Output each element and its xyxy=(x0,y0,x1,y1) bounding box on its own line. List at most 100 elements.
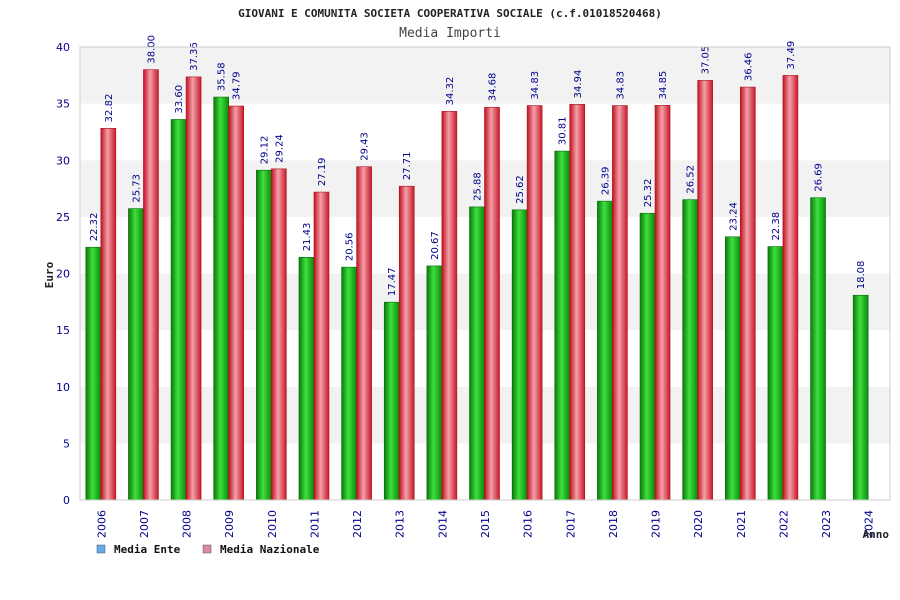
data-label: 27.19 xyxy=(317,157,328,186)
y-tick-label: 5 xyxy=(63,437,70,450)
y-tick-label: 0 xyxy=(63,494,70,507)
legend-label-media-nazionale: Media Nazionale xyxy=(220,543,320,556)
y-axis-title: Euro xyxy=(43,261,56,288)
bar-media-ente xyxy=(128,208,144,501)
x-tick-label: 2016 xyxy=(522,510,535,538)
bars xyxy=(85,69,869,501)
y-tick-label: 15 xyxy=(56,324,70,337)
bar-media-ente xyxy=(767,246,784,501)
x-tick-label: 2011 xyxy=(308,510,321,538)
plot-frame xyxy=(79,46,891,501)
data-label: 34.83 xyxy=(615,71,626,100)
bar-media-ente xyxy=(383,301,400,501)
data-label: 34.94 xyxy=(573,70,584,99)
bar-media-ente xyxy=(426,265,443,501)
data-label: 34.79 xyxy=(232,71,243,100)
y-tick-label: 35 xyxy=(56,98,70,111)
grid-band xyxy=(80,47,890,104)
bar-media-nazionale xyxy=(782,75,799,501)
data-label: 25.62 xyxy=(515,175,526,204)
data-labels: 22.32 25.73 33.60 35.58 29.12 21.43 20.56 17.47… xyxy=(89,35,867,296)
y-axis-ticks: 0 5 10 15 20 25 30 35 40 xyxy=(56,41,70,507)
data-label: 35.58 xyxy=(217,62,228,91)
bar-media-ente xyxy=(170,119,187,501)
x-tick-label: 2007 xyxy=(138,510,151,538)
bar-media-nazionale xyxy=(185,76,202,501)
bar-media-nazionale xyxy=(228,105,245,501)
bar-media-nazionale xyxy=(441,111,458,501)
bar-media-ente xyxy=(639,212,656,501)
data-label: 25.73 xyxy=(131,174,142,203)
y-tick-label: 10 xyxy=(56,381,70,394)
data-label: 37.05 xyxy=(701,46,712,75)
data-label: 36.46 xyxy=(743,52,754,81)
bar-media-ente xyxy=(682,199,698,501)
data-label: 26.39 xyxy=(600,166,611,195)
bar-media-nazionale xyxy=(313,191,330,501)
bar-media-nazionale xyxy=(697,80,713,501)
data-label: 23.24 xyxy=(728,202,739,231)
bar-media-ente xyxy=(298,257,315,501)
bar-media-nazionale xyxy=(356,166,372,501)
data-label: 37.36 xyxy=(189,42,200,71)
bar-media-nazionale xyxy=(526,105,543,501)
data-label: 17.47 xyxy=(387,268,398,297)
bar-media-nazionale xyxy=(100,128,117,501)
data-label: 38.00 xyxy=(146,35,157,64)
x-tick-label: 2009 xyxy=(223,510,236,538)
x-tick-label: 2014 xyxy=(436,510,449,538)
x-tick-label: 2018 xyxy=(607,510,620,538)
data-label: 29.24 xyxy=(274,134,285,163)
bar-media-nazionale xyxy=(739,86,756,501)
bar-media-nazionale xyxy=(271,168,287,501)
bar-media-ente xyxy=(256,169,272,501)
data-label: 26.69 xyxy=(814,163,825,192)
bar-media-ente xyxy=(85,246,102,501)
bar-media-ente xyxy=(511,209,528,501)
data-label: 34.83 xyxy=(530,71,541,100)
bar-media-nazionale xyxy=(612,105,628,501)
chart-subtitle: Media Importi xyxy=(399,26,501,41)
bar-media-ente xyxy=(341,266,357,501)
legend-swatch-media-ente xyxy=(96,544,106,554)
bar-media-nazionale xyxy=(398,185,415,501)
legend: Media Ente Media Nazionale xyxy=(96,543,320,556)
data-label: 22.32 xyxy=(89,213,100,242)
x-axis-title: Anno xyxy=(863,528,890,541)
legend-swatch-media-nazionale xyxy=(202,544,212,554)
data-label: 20.67 xyxy=(430,231,441,260)
x-tick-label: 2024 xyxy=(863,510,876,538)
bar-media-nazionale xyxy=(143,69,159,501)
data-label: 27.71 xyxy=(402,152,413,181)
legend-label-media-ente: Media Ente xyxy=(114,543,181,556)
bar-media-nazionale xyxy=(569,104,586,501)
data-label: 32.82 xyxy=(104,94,115,123)
y-tick-label: 25 xyxy=(56,211,70,224)
data-label: 34.68 xyxy=(488,73,499,102)
data-label: 25.32 xyxy=(643,179,654,208)
bar-media-nazionale xyxy=(484,106,500,501)
data-label: 34.85 xyxy=(658,71,669,100)
data-label: 20.56 xyxy=(345,233,356,262)
data-label: 29.12 xyxy=(259,136,270,165)
x-tick-label: 2010 xyxy=(266,510,279,538)
bar-media-ente xyxy=(810,197,826,501)
bar-media-ente xyxy=(213,96,230,501)
bar-media-ente xyxy=(852,294,869,501)
data-label: 26.52 xyxy=(686,165,697,194)
data-label: 18.08 xyxy=(856,261,867,290)
data-label: 22.38 xyxy=(771,212,782,241)
y-tick-label: 40 xyxy=(56,41,70,54)
x-tick-label: 2022 xyxy=(777,510,790,538)
x-tick-label: 2015 xyxy=(479,510,492,538)
bar-media-ente xyxy=(554,150,571,501)
x-tick-label: 2020 xyxy=(692,510,705,538)
x-tick-label: 2021 xyxy=(735,510,748,538)
bar-media-ente xyxy=(724,236,741,501)
data-label: 34.32 xyxy=(445,77,456,106)
data-label: 30.81 xyxy=(558,116,569,145)
x-tick-label: 2017 xyxy=(564,510,577,538)
x-tick-label: 2006 xyxy=(95,510,108,538)
x-axis-ticks: 2006 2007 2008 2009 2010 2011 2012 2013 2014 2015… xyxy=(95,510,875,538)
